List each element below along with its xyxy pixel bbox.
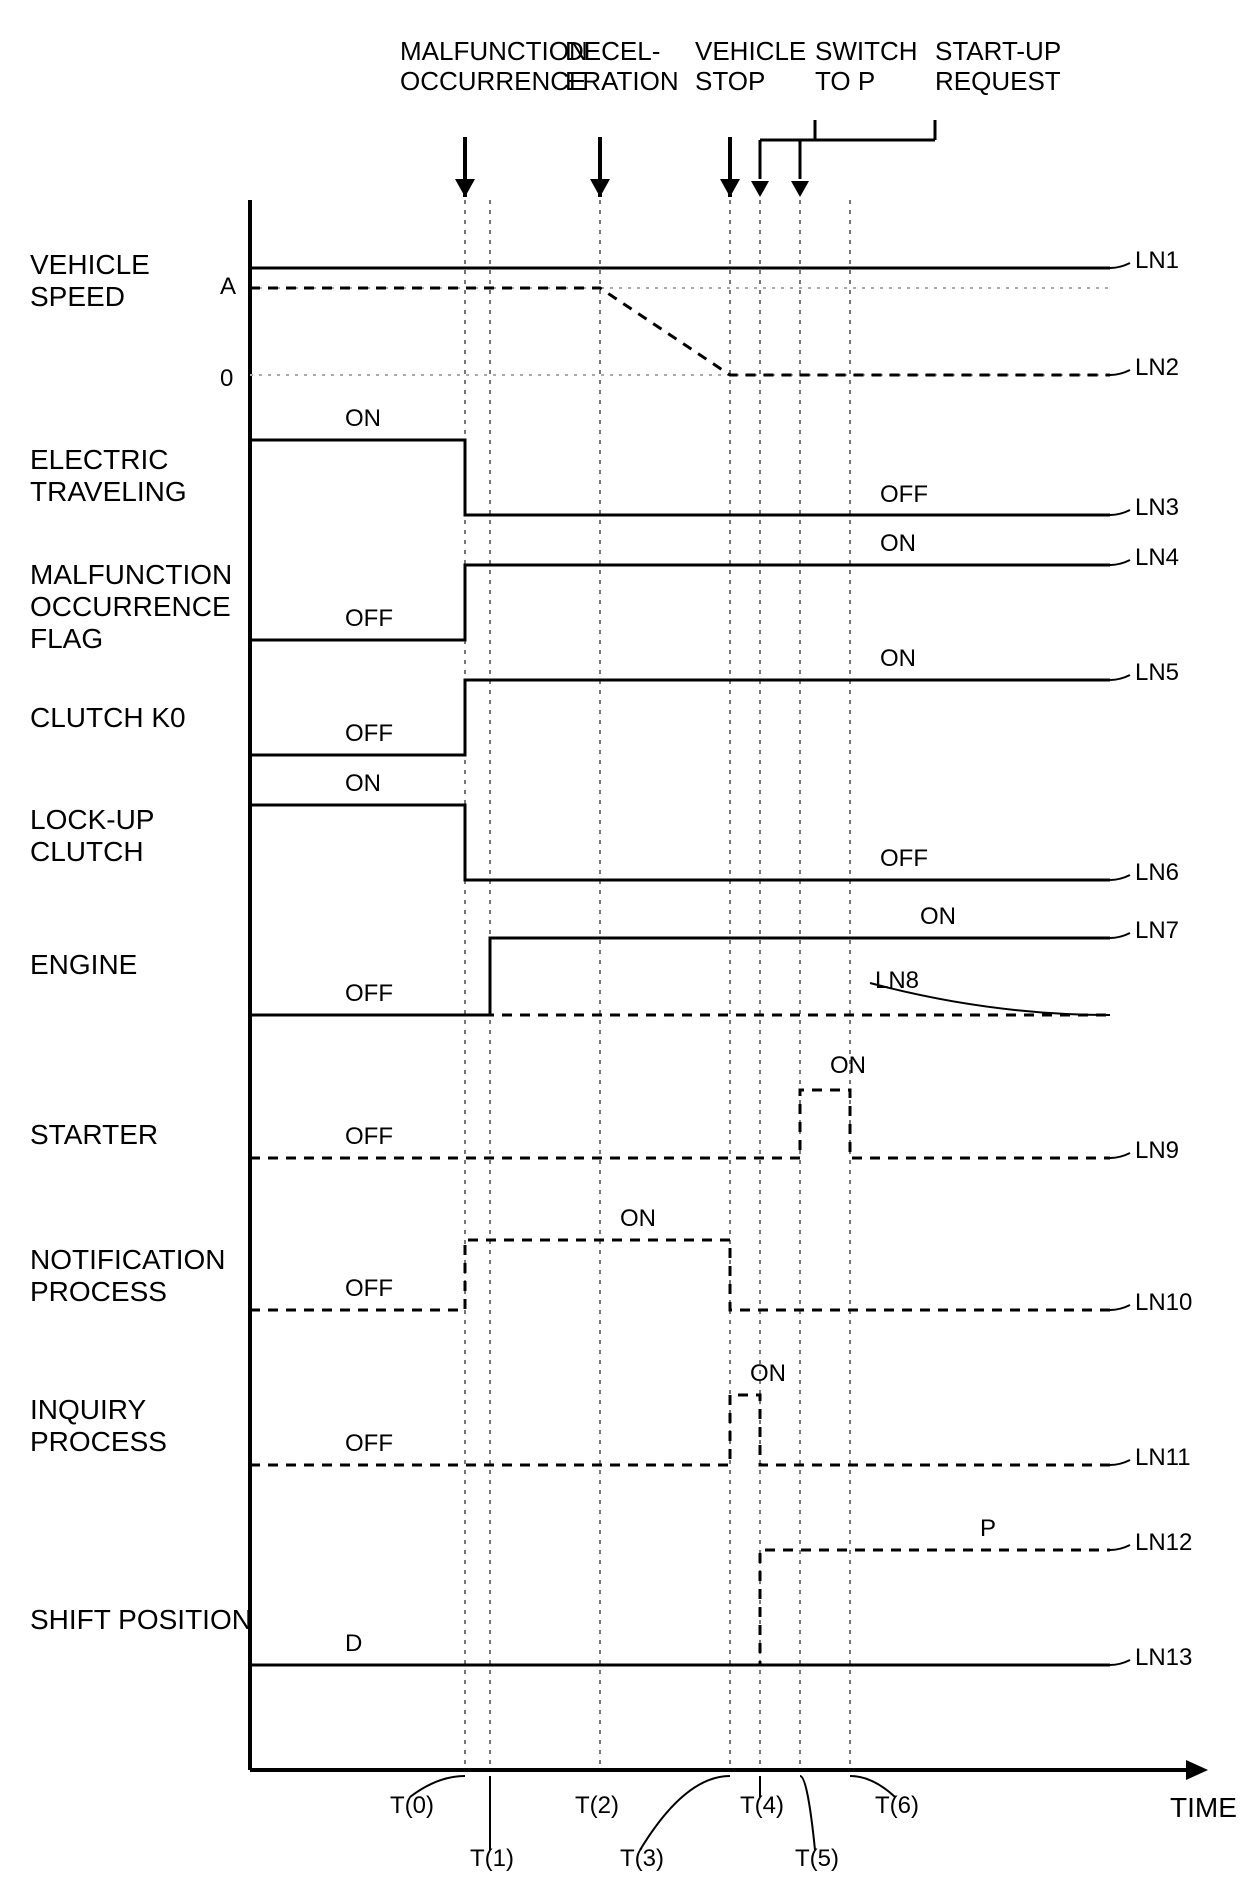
timing-diagram: MALFUNCTIONOCCURRENCEDECEL-ERATIONVEHICL…	[0, 0, 1240, 1904]
